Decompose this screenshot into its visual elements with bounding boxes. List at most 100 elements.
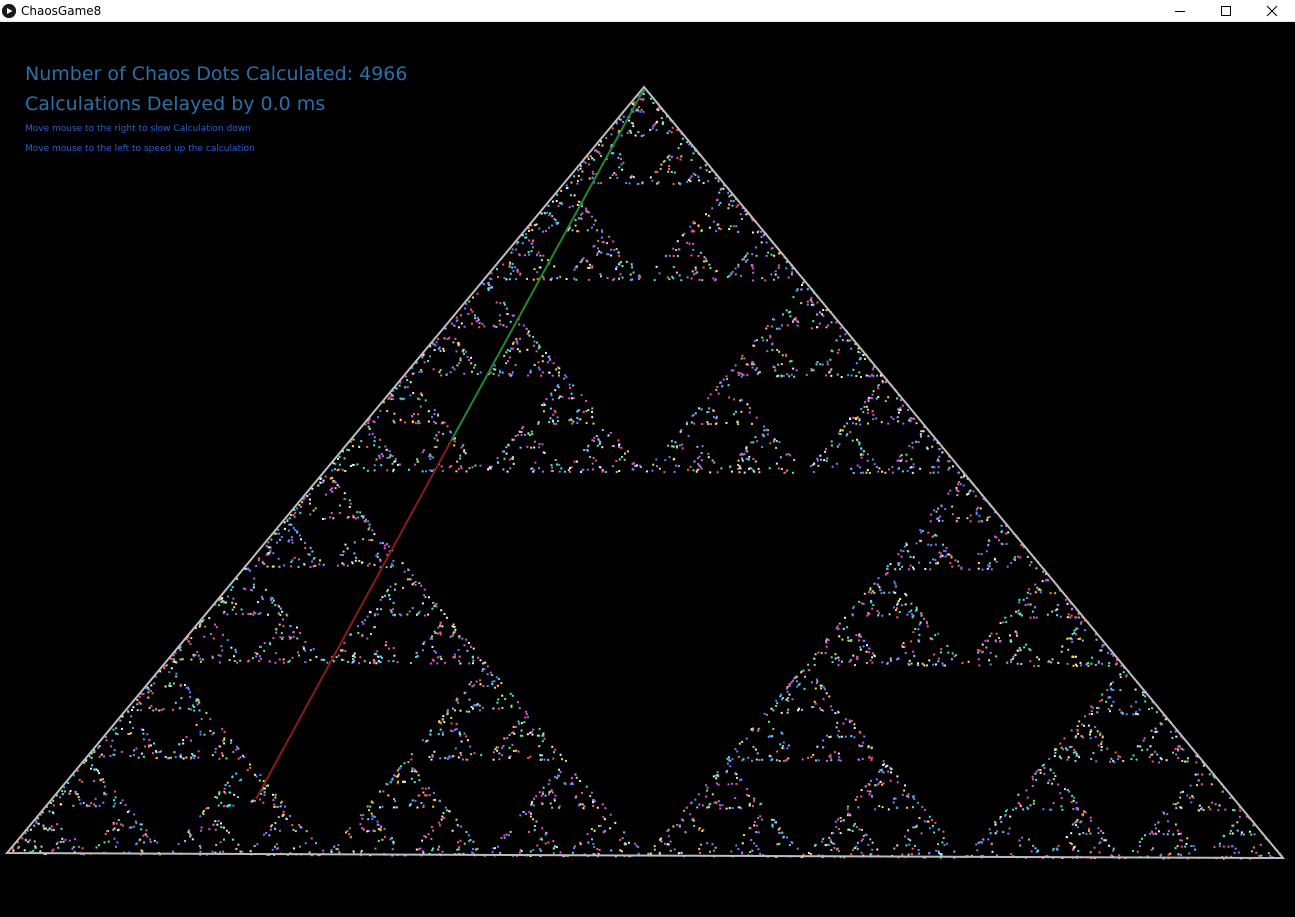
chaos-dot [329,477,332,480]
chaos-dot [692,220,695,223]
chaos-dot [383,547,386,550]
chaos-dot [292,631,295,634]
chaos-dot [525,813,528,815]
chaos-dot [506,349,509,352]
chaos-dot [444,337,447,340]
chaos-dot [490,465,493,468]
chaos-dot [839,433,842,435]
chaos-dot [252,586,255,589]
sketch-canvas[interactable]: Number of Chaos Dots Calculated: 4966 Ca… [0,22,1295,917]
chaos-dot [705,784,707,787]
chaos-dot [735,205,738,208]
chaos-dot [1099,732,1102,735]
close-button[interactable] [1249,0,1295,22]
chaos-dot [737,468,740,470]
chaos-dot [450,722,453,725]
chaos-dot [469,745,472,748]
chaos-dot [782,747,785,750]
chaos-dot [355,556,357,559]
chaos-dot [366,637,369,640]
chaos-dot [142,834,145,837]
chaos-dot [63,786,66,789]
chaos-dot [528,434,531,436]
chaos-dot [828,371,831,374]
chaos-dot [1231,845,1234,848]
chaos-dot [843,425,846,428]
chaos-dot [486,685,489,688]
chaos-dot [522,426,525,429]
chaos-dot [590,828,593,831]
chaos-dot [739,399,742,402]
chaos-dot [372,829,375,832]
chaos-dot [753,470,756,473]
chaos-dot [857,440,860,443]
chaos-dot [142,732,145,735]
chaos-dot [624,842,626,845]
chaos-dot [791,698,794,701]
chaos-dot [140,828,143,831]
chaos-dot [212,637,215,640]
chaos-dot [451,634,454,637]
minimize-button[interactable] [1157,0,1203,22]
chaos-dot [865,405,868,408]
chaos-dot [492,847,495,850]
chaos-dot [1090,710,1093,713]
chaos-dot [877,614,879,617]
chaos-dot [600,236,603,239]
chaos-dot [819,707,821,710]
chaos-dot [630,263,633,266]
chaos-dot [532,804,535,807]
chaos-dot [839,335,842,338]
chaos-dot [465,831,468,833]
chaos-dot [431,342,434,345]
chaos-dot [436,439,439,442]
chaos-dot [1009,815,1012,818]
chaos-dot [765,254,768,257]
chaos-dot [246,769,249,772]
chaos-dot [263,642,266,644]
chaos-dot [737,204,740,207]
chaos-dot [1125,675,1128,678]
chaos-dot [879,769,882,772]
chaos-dot [214,623,216,626]
chaos-dot [653,848,656,851]
chaos-dot [394,458,397,461]
chaos-dot [766,339,769,342]
chaos-dot [404,421,407,424]
chaos-dot [534,461,537,464]
chaos-dot [466,739,469,742]
chaos-dot [463,732,466,735]
chaos-dot [1000,542,1003,545]
chaos-dot [589,263,591,266]
chaos-dot [196,703,199,706]
chaos-dot [958,481,960,483]
maximize-button[interactable] [1203,0,1249,22]
chaos-dot [382,790,385,793]
chaos-dot [593,181,596,184]
chaos-dot [430,455,433,458]
chaos-dot [541,360,544,363]
chaos-dot [559,851,562,854]
chaos-dot [441,421,444,424]
chaos-dot [839,816,842,819]
chaos-dot [771,758,774,760]
chaos-dot [395,806,397,809]
chaos-dot [942,837,945,840]
chaos-dot [429,637,432,640]
chaos-dot [741,207,744,210]
chaos-dot [180,697,183,700]
chaos-dot [357,516,360,519]
chaos-dot [159,853,161,856]
chaos-dot [480,754,483,757]
chaos-dot [512,750,515,752]
chaos-dot [780,468,783,470]
chaos-dot [225,601,227,604]
chaos-dot [471,322,473,325]
chaos-dot [673,171,676,174]
chaos-dot [333,468,336,471]
chaos-dot [352,660,355,663]
chaos-dot [1083,629,1086,632]
chaos-dot [422,851,425,854]
chaos-dot [781,831,784,834]
chaos-dot [772,709,775,712]
